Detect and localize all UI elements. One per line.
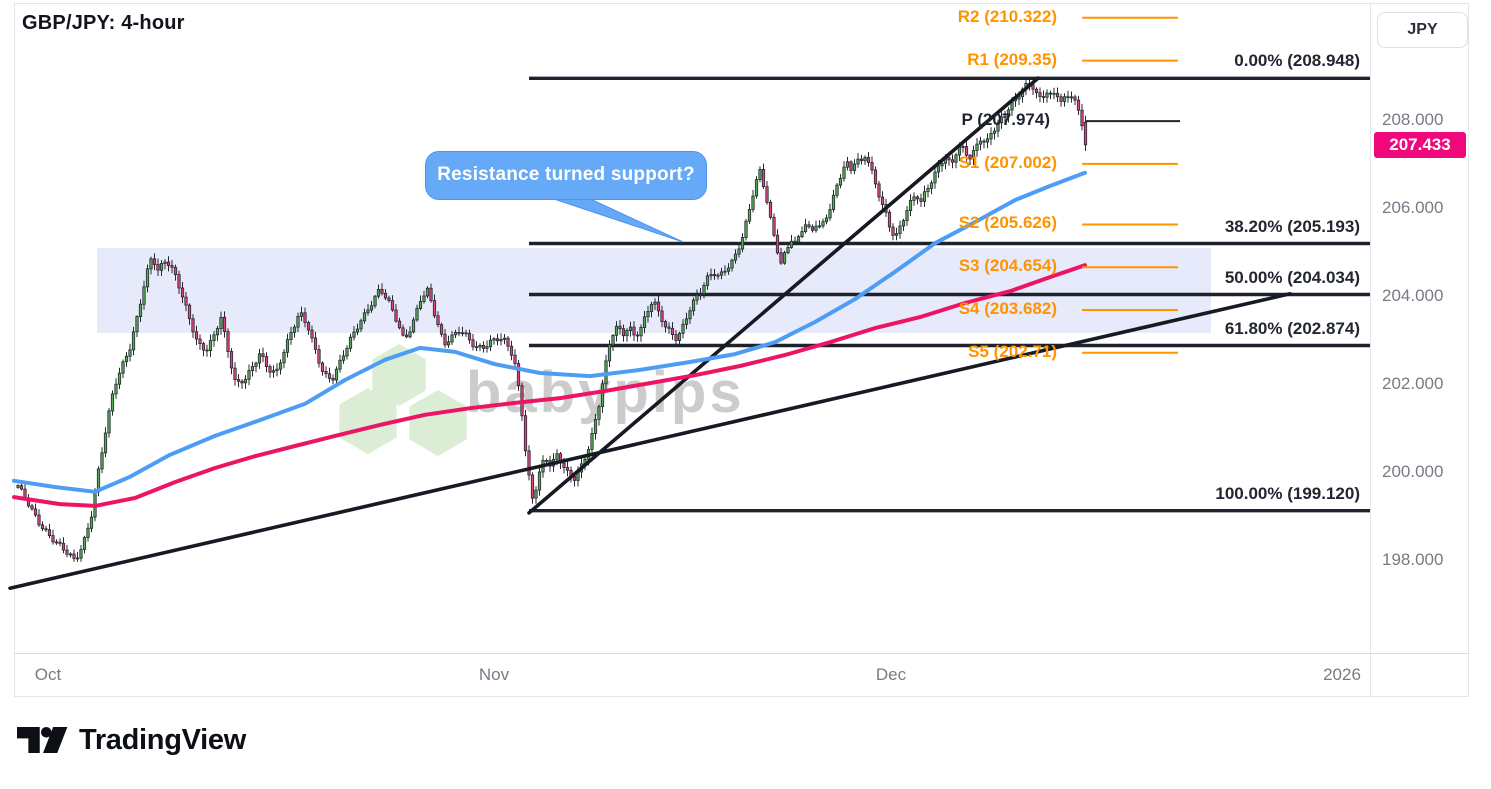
price-axis-separator (1370, 3, 1371, 697)
tradingview-logo-icon (17, 727, 68, 753)
chart-panel-border (14, 3, 1469, 697)
babypips-hexagon-icon (339, 344, 467, 456)
callout-tail[interactable] (544, 195, 684, 243)
moving-averages-layer (12, 170, 1087, 508)
callout-annotation[interactable]: Resistance turned support? (425, 151, 707, 200)
callout-text: Resistance turned support? (437, 164, 695, 185)
tradingview-attribution[interactable]: TradingView (17, 719, 246, 761)
callout-tail-layer[interactable] (544, 195, 684, 243)
fib-lines-layer[interactable] (529, 76, 1370, 513)
highlight-zone-layer[interactable] (97, 248, 1211, 333)
support-zone-rect[interactable] (97, 248, 1211, 333)
rising-support-trendline[interactable] (8, 291, 1292, 591)
blue-moving-average (12, 170, 1087, 494)
trendlines-layer[interactable] (8, 76, 1292, 591)
tradingview-logo-text: TradingView (79, 723, 246, 756)
currency-selector[interactable]: JPY (1377, 12, 1468, 48)
steep-rally-trendline[interactable] (527, 76, 1040, 515)
pivot-ticks-layer (1082, 16, 1180, 354)
time-axis-separator (14, 653, 1469, 654)
candles-layer (16, 77, 1088, 562)
pink-moving-average (12, 263, 1087, 508)
